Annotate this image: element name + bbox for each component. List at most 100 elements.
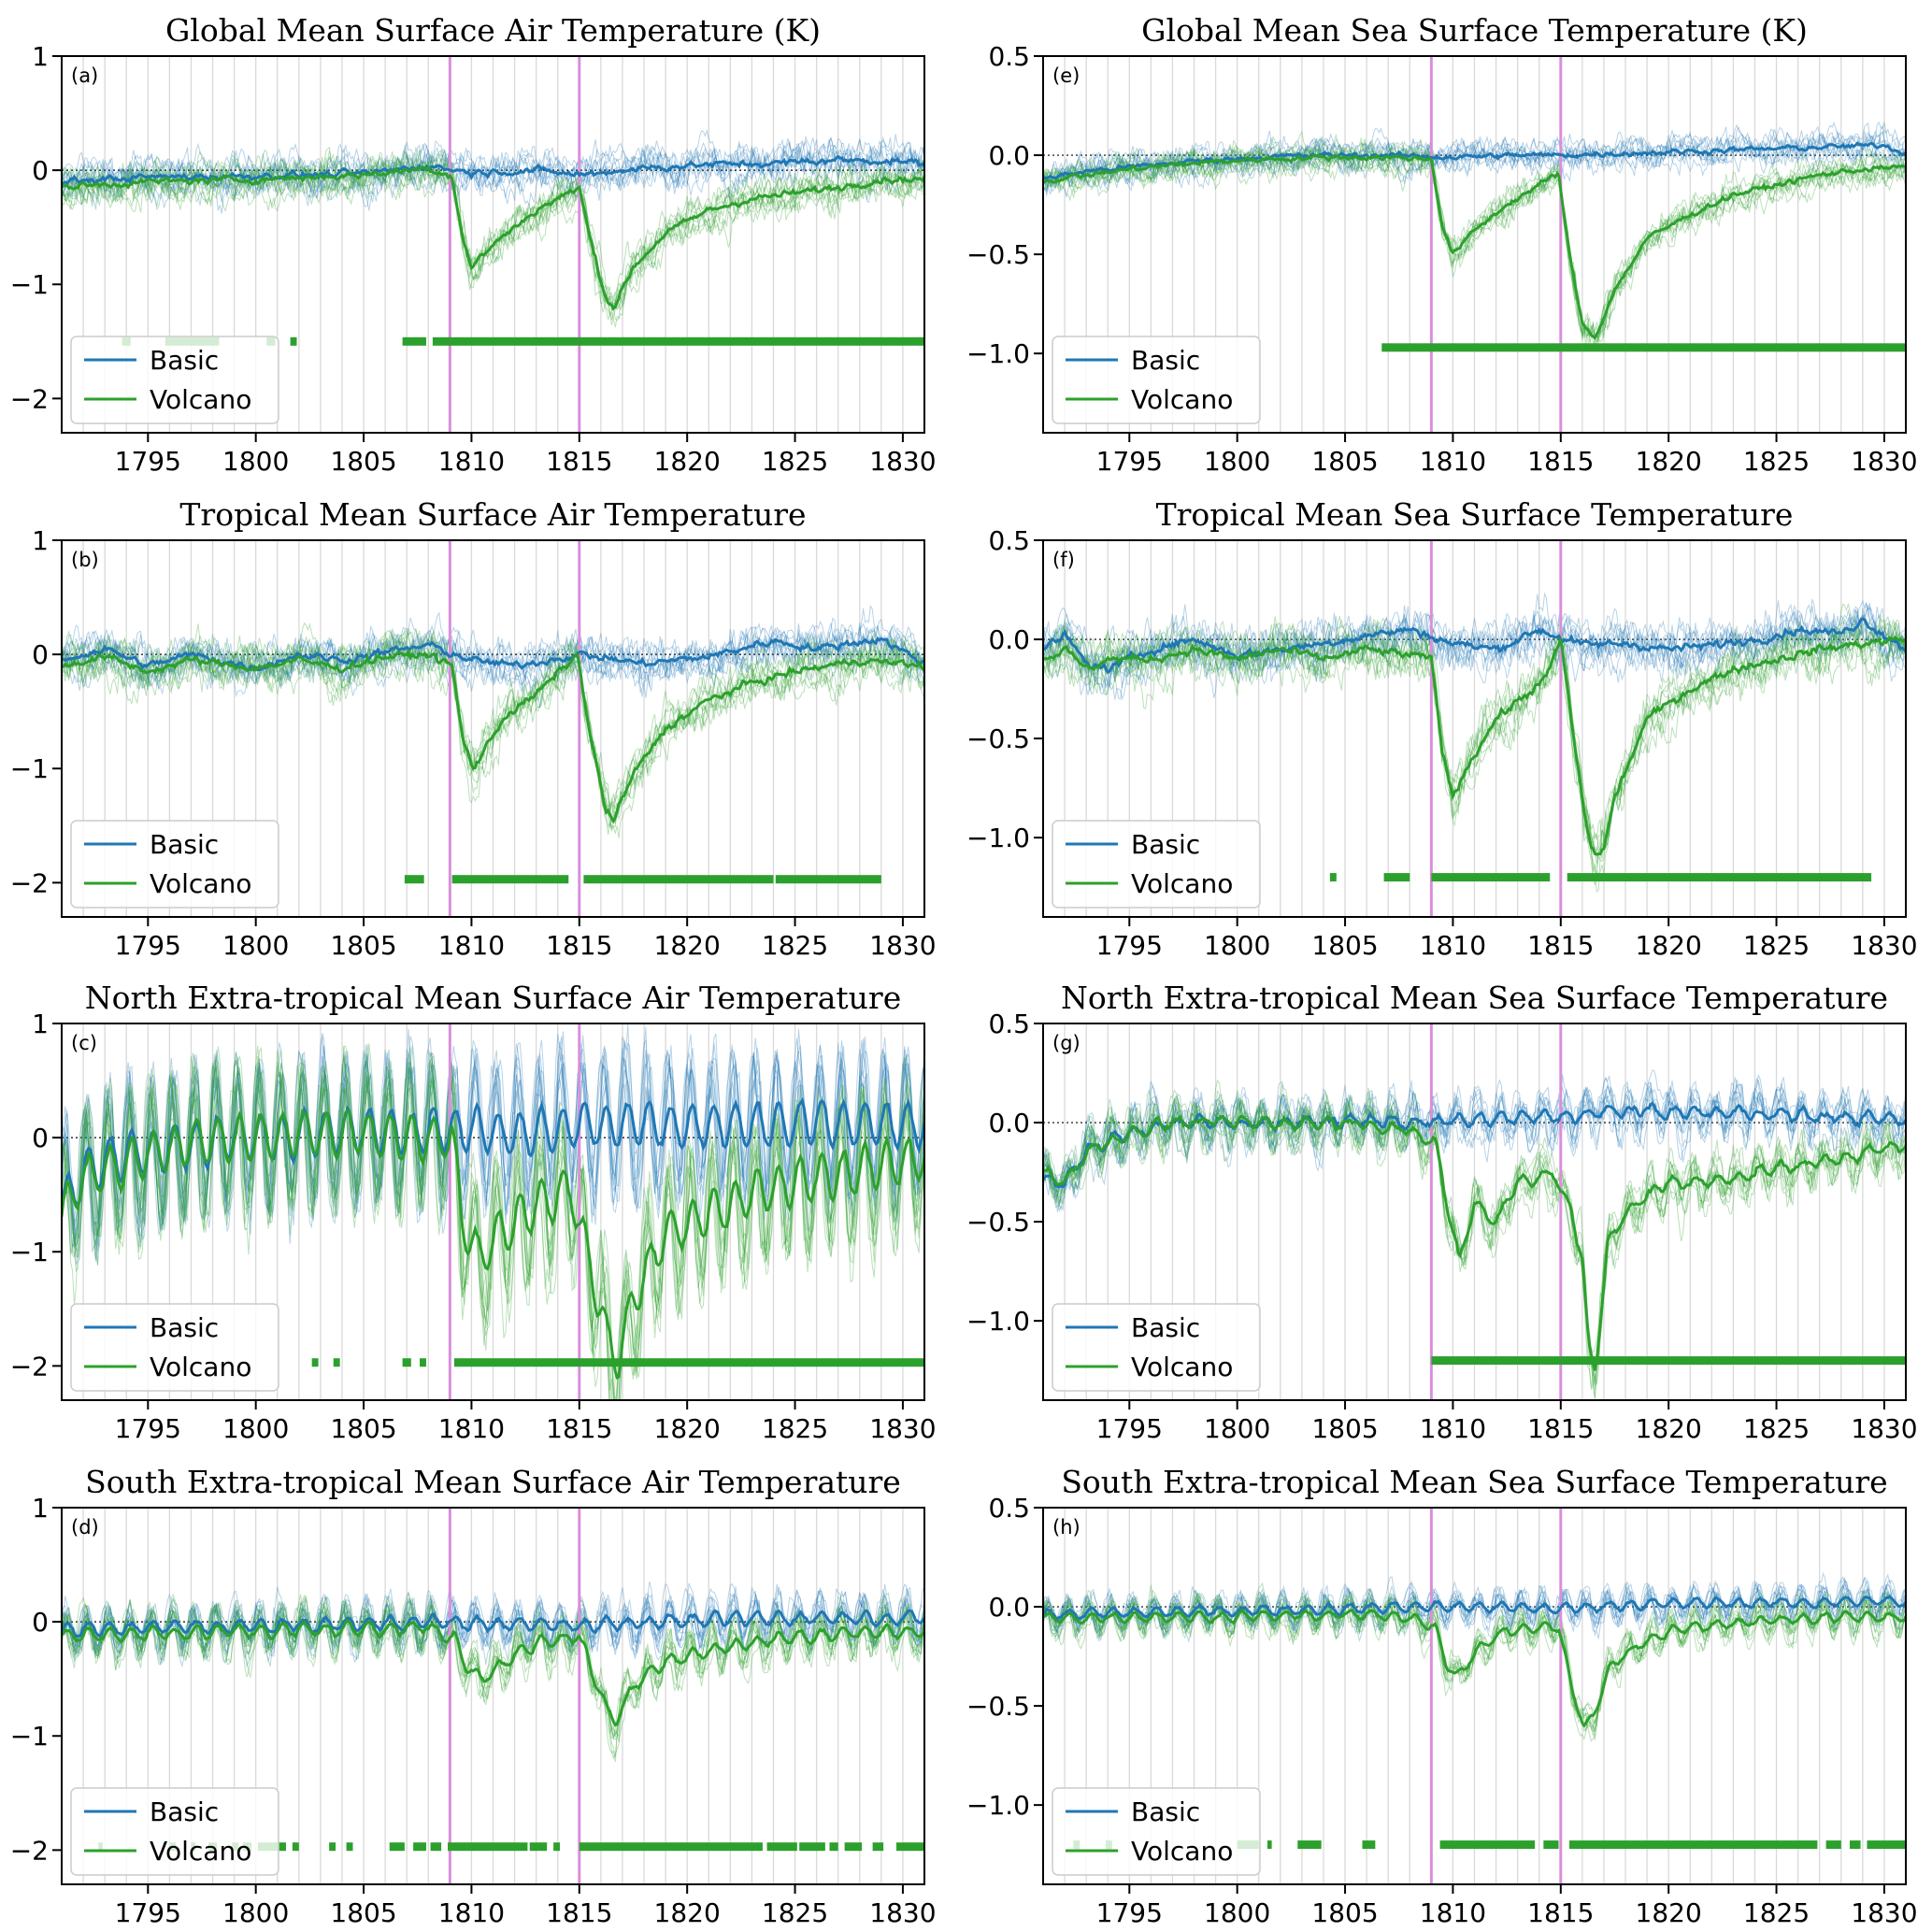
legend: Basic Volcano (70, 820, 279, 909)
y-tick-label: 1 (32, 41, 49, 72)
x-tick-label: 1800 (222, 930, 289, 961)
ensemble-member-line (62, 150, 924, 322)
significance-bar (1431, 1356, 1906, 1366)
panel-g: North Extra-tropical Mean Sea Surface Te… (966, 980, 1918, 1444)
x-tick-label: 1825 (1743, 1897, 1810, 1928)
panel-a: Global Mean Surface Air Temperature (K) 1… (10, 12, 937, 477)
ensemble-member-line (1043, 131, 1906, 193)
ensemble-member-line (1043, 135, 1906, 348)
x-tick-label: 1820 (1636, 446, 1702, 477)
y-tick-label: −1 (10, 753, 49, 784)
legend-label: Volcano (1131, 1352, 1233, 1382)
legend-label: Basic (150, 1312, 219, 1343)
significance-bar (413, 1842, 426, 1852)
panel-label: (a) (71, 64, 98, 87)
ensemble-member-line (62, 1031, 924, 1247)
ensemble-member-line (62, 129, 924, 210)
y-tick-label: 1 (32, 1009, 49, 1039)
ensemble-member-line (1043, 614, 1906, 879)
significance-bar (1543, 1840, 1559, 1850)
ensemble-member-line (1043, 616, 1906, 859)
ensemble-member-line (62, 134, 924, 201)
axes-frame (61, 1023, 925, 1401)
ensemble-member-line (62, 1055, 924, 1400)
legend: Basic Volcano (1052, 1787, 1261, 1876)
panel-title: North Extra-tropical Mean Sea Surface Te… (1061, 980, 1888, 1016)
y-tick-label: −1.0 (966, 338, 1030, 369)
ensemble-member-line (1043, 1080, 1906, 1200)
x-tick-label: 1815 (546, 930, 612, 961)
x-tick-label: 1830 (1851, 446, 1917, 477)
ensemble-member-line (62, 635, 924, 836)
legend-label: Volcano (150, 1836, 251, 1867)
x-tick-label: 1815 (546, 1897, 612, 1928)
x-tick-label: 1805 (1311, 446, 1378, 477)
plot-area (1043, 540, 1906, 917)
significance-bar (404, 875, 424, 884)
ensemble-member-line (1043, 1088, 1906, 1354)
significance-bar (1439, 1840, 1536, 1850)
panel-c: North Extra-tropical Mean Surface Air Te… (10, 980, 937, 1444)
legend-label: Basic (150, 1796, 219, 1827)
ensemble-member-line (62, 1593, 924, 1757)
x-tick-label: 1805 (330, 930, 396, 961)
x-tick-label: 1805 (330, 446, 396, 477)
legend-label: Volcano (1131, 1836, 1233, 1867)
y-tick-label: −1 (10, 269, 49, 300)
y-tick-label: −1 (10, 1237, 49, 1267)
legend-label: Volcano (150, 1352, 251, 1382)
ensemble-member-line (62, 1053, 924, 1400)
x-tick-label: 1825 (1743, 930, 1810, 961)
significance-bar (1867, 1840, 1906, 1850)
series-mean-basic (1043, 617, 1906, 675)
ensemble-member-line (62, 1042, 924, 1259)
x-tick-label: 1820 (654, 446, 721, 477)
panel-label: (h) (1052, 1516, 1080, 1538)
ensemble-member-line (62, 623, 924, 689)
y-tick-label: 1 (32, 1493, 49, 1524)
ensemble-member-line (1043, 617, 1906, 874)
legend-box (1052, 820, 1261, 909)
x-tick-label: 1820 (1636, 930, 1702, 961)
panel-f: Tropical Mean Sea Surface Temperature 179… (966, 496, 1918, 961)
panel-label: (d) (71, 1516, 99, 1538)
ensemble-member-line (62, 604, 924, 694)
series-mean-basic (62, 636, 924, 672)
x-tick-label: 1815 (1527, 1413, 1594, 1444)
ensemble-member-line (1043, 1581, 1906, 1642)
ensemble-member-line (1043, 130, 1906, 351)
ensemble-member-line (62, 142, 924, 198)
ensemble-member-line (62, 1599, 924, 1739)
significance-bar (1569, 1840, 1818, 1850)
x-tick-label: 1825 (762, 1413, 828, 1444)
significance-bar (389, 1842, 405, 1852)
x-tick-label: 1825 (762, 930, 828, 961)
x-tick-label: 1830 (869, 1897, 936, 1928)
x-tick-label: 1795 (1096, 930, 1163, 961)
axes-frame (1042, 539, 1907, 918)
ensemble-member-line (1043, 1571, 1906, 1639)
significance-bar (872, 1842, 884, 1852)
y-tick-label: −2 (10, 1351, 49, 1381)
panel-title: Global Mean Surface Air Temperature (K) (165, 12, 821, 49)
legend: Basic Volcano (1052, 336, 1261, 424)
ensemble-member-line (1043, 1075, 1906, 1205)
x-tick-label: 1810 (1420, 930, 1486, 961)
significance-bar (451, 875, 569, 884)
plot-area (1043, 56, 1906, 433)
y-tick-label: 1 (32, 525, 49, 556)
significance-bars (1431, 1356, 1906, 1366)
ensemble-member-line (1043, 123, 1906, 193)
significance-bar (579, 1842, 763, 1852)
ensemble-member-line (62, 1590, 924, 1763)
ensemble-member-line (62, 1582, 924, 1664)
panel-h: South Extra-tropical Mean Sea Surface Te… (966, 1464, 1918, 1928)
x-tick-label: 1815 (1527, 930, 1594, 961)
series-mean-basic (62, 1096, 924, 1206)
plot-area (62, 1023, 924, 1400)
significance-bar (1383, 873, 1410, 882)
ensemble-member-line (1043, 137, 1906, 349)
ensemble-member-line (62, 622, 924, 832)
x-tick-label: 1805 (1311, 1897, 1378, 1928)
significance-bar (1297, 1840, 1322, 1850)
